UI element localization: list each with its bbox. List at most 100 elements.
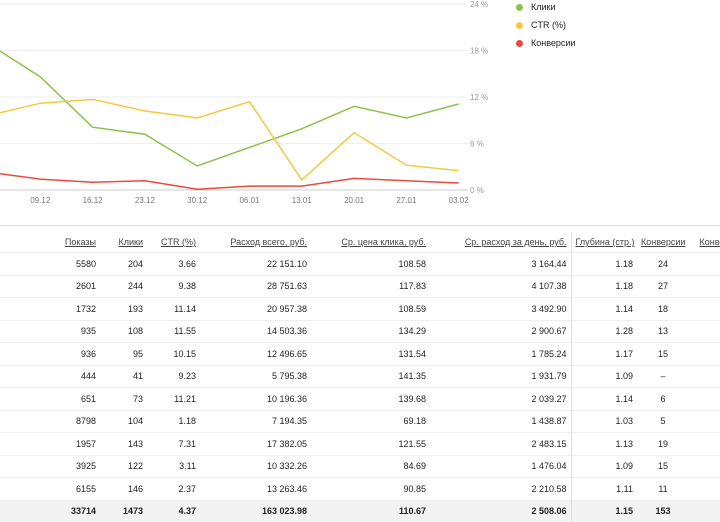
table-cell: 11	[637, 478, 689, 501]
table-cell: 1957	[0, 433, 100, 456]
legend-dot-icon	[516, 22, 523, 29]
table-cell: 4 107.38	[430, 275, 571, 298]
table-cell: 20 957.38	[200, 298, 311, 321]
table-cell: 5	[637, 410, 689, 433]
table-cell: 10.15	[147, 343, 200, 366]
x-tick-label: 16.12	[83, 196, 104, 205]
table-cell: 73	[100, 388, 147, 411]
table-cell: 3 164.44	[430, 253, 571, 276]
table-cell: 11.14	[147, 298, 200, 321]
table-cell: 2601	[0, 275, 100, 298]
table-cell: 3 492.90	[430, 298, 571, 321]
table-cell-empty	[689, 410, 720, 433]
table-cell: 1.13	[571, 433, 637, 456]
table-cell: 95	[100, 343, 147, 366]
table-cell: 108.58	[311, 253, 430, 276]
table-cell: 1.11	[571, 478, 637, 501]
table-cell: 104	[100, 410, 147, 433]
y-tick-label: 18 %	[470, 47, 488, 56]
table-cell: 1473	[100, 500, 147, 522]
table-cell: 139.68	[311, 388, 430, 411]
table-cell: 122	[100, 455, 147, 478]
table-cell-empty	[689, 500, 720, 522]
table-cell: 1.18	[147, 410, 200, 433]
y-tick-label: 12 %	[470, 93, 488, 102]
legend-label: CTR (%)	[531, 20, 566, 30]
table-cell: 13 263.46	[200, 478, 311, 501]
legend-dot-icon	[516, 40, 523, 47]
table-cell: 2.37	[147, 478, 200, 501]
table-cell: 27	[637, 275, 689, 298]
x-tick-label: 03.02	[449, 196, 470, 205]
series-line-1	[0, 99, 459, 180]
table-cell: 244	[100, 275, 147, 298]
legend-label: Клики	[531, 2, 556, 12]
table-cell: 1.14	[571, 388, 637, 411]
table-cell: 651	[0, 388, 100, 411]
table-cell-empty	[689, 478, 720, 501]
table-cell: 134.29	[311, 320, 430, 343]
x-tick-label: 23.12	[135, 196, 156, 205]
table-cell: 5 795.38	[200, 365, 311, 388]
column-header[interactable]: Конверсии	[637, 232, 689, 253]
table-cell: 193	[100, 298, 147, 321]
column-header[interactable]: Клики	[100, 232, 147, 253]
table-cell: 19	[637, 433, 689, 456]
column-header[interactable]: Глубина (стр.)	[571, 232, 637, 253]
table-cell: 90.85	[311, 478, 430, 501]
column-header[interactable]: Расход всего, руб.	[200, 232, 311, 253]
table-cell: 108.59	[311, 298, 430, 321]
table-cell: 117.83	[311, 275, 430, 298]
legend-label: Конверсии	[531, 38, 575, 48]
table-cell-empty	[689, 365, 720, 388]
table-cell: 141.35	[311, 365, 430, 388]
table-cell-empty	[689, 298, 720, 321]
column-header[interactable]: Ср. цена клика, руб.	[311, 232, 430, 253]
column-header[interactable]: CTR (%)	[147, 232, 200, 253]
table-cell: 936	[0, 343, 100, 366]
table-cell: 9.38	[147, 275, 200, 298]
table-cell: 3925	[0, 455, 100, 478]
table-cell: 17 382.05	[200, 433, 311, 456]
table-cell: 10 196.36	[200, 388, 311, 411]
column-header[interactable]: Показы	[0, 232, 100, 253]
legend-item[interactable]: Конверсии	[516, 35, 575, 51]
divider	[0, 225, 720, 226]
table-cell: 1.03	[571, 410, 637, 433]
table-cell: –	[637, 365, 689, 388]
table-cell: 13	[637, 320, 689, 343]
table-cell: 1.18	[571, 253, 637, 276]
table-cell: 146	[100, 478, 147, 501]
table-cell: 1.09	[571, 455, 637, 478]
table-cell: 6155	[0, 478, 100, 501]
legend-item[interactable]: CTR (%)	[516, 17, 575, 33]
table-cell: 2 900.67	[430, 320, 571, 343]
table-cell: 1 476.04	[430, 455, 571, 478]
table-cell-empty	[689, 455, 720, 478]
x-tick-label: 20.01	[344, 196, 365, 205]
x-tick-label: 06.01	[239, 196, 260, 205]
table-cell: 110.67	[311, 500, 430, 522]
legend-item[interactable]: Клики	[516, 0, 575, 15]
table-cell: 5580	[0, 253, 100, 276]
column-header[interactable]: Конвер	[689, 232, 720, 253]
table-cell-empty	[689, 433, 720, 456]
table-cell: 204	[100, 253, 147, 276]
column-header[interactable]: Ср. расход за день, руб.	[430, 232, 571, 253]
table-cell: 1.15	[571, 500, 637, 522]
table-cell: 1.17	[571, 343, 637, 366]
legend-dot-icon	[516, 4, 523, 11]
table-cell: 33714	[0, 500, 100, 522]
table-cell: 7.31	[147, 433, 200, 456]
y-tick-label: 24 %	[470, 0, 488, 9]
x-tick-label: 30.12	[187, 196, 208, 205]
table-cell: 24	[637, 253, 689, 276]
table-cell: 12 496.65	[200, 343, 311, 366]
table-cell: 935	[0, 320, 100, 343]
table-cell: 10 332.26	[200, 455, 311, 478]
